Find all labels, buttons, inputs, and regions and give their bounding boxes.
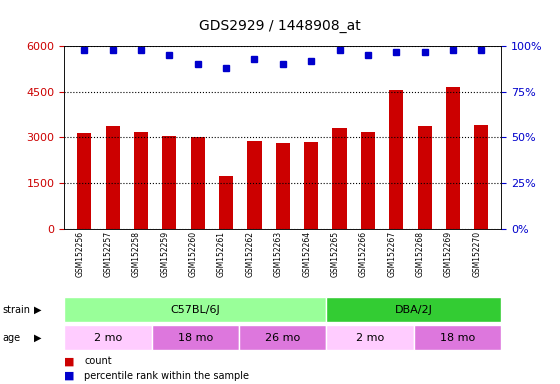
Text: GSM152259: GSM152259 xyxy=(160,231,169,277)
Text: GSM152270: GSM152270 xyxy=(472,231,482,277)
Text: strain: strain xyxy=(3,305,31,315)
Text: GSM152268: GSM152268 xyxy=(416,231,424,277)
Bar xyxy=(219,175,233,229)
Text: GSM152258: GSM152258 xyxy=(132,231,141,277)
Bar xyxy=(190,137,205,229)
Text: DBA/2J: DBA/2J xyxy=(395,305,433,315)
Bar xyxy=(105,126,120,229)
Text: GSM152260: GSM152260 xyxy=(189,231,198,277)
Text: C57BL/6J: C57BL/6J xyxy=(171,305,220,315)
Text: 2 mo: 2 mo xyxy=(94,333,122,343)
Bar xyxy=(162,136,176,229)
Bar xyxy=(446,87,460,229)
Text: GSM152261: GSM152261 xyxy=(217,231,226,277)
Bar xyxy=(304,142,318,229)
Text: ▶: ▶ xyxy=(34,333,42,343)
Text: 18 mo: 18 mo xyxy=(440,333,475,343)
Text: GSM152262: GSM152262 xyxy=(245,231,254,277)
Bar xyxy=(326,298,501,322)
Bar xyxy=(361,132,375,229)
Bar xyxy=(248,141,262,229)
Text: GSM152267: GSM152267 xyxy=(388,231,396,277)
Text: GSM152269: GSM152269 xyxy=(444,231,453,277)
Text: GSM152266: GSM152266 xyxy=(359,231,368,277)
Bar xyxy=(239,325,326,350)
Bar xyxy=(326,325,414,350)
Bar xyxy=(474,125,488,229)
Bar xyxy=(134,132,148,229)
Text: ■: ■ xyxy=(64,356,75,366)
Bar xyxy=(152,325,239,350)
Text: GSM152265: GSM152265 xyxy=(330,231,339,277)
Bar xyxy=(64,298,326,322)
Text: 26 mo: 26 mo xyxy=(265,333,300,343)
Text: GSM152263: GSM152263 xyxy=(274,231,283,277)
Bar xyxy=(389,90,403,229)
Text: ▶: ▶ xyxy=(34,305,42,315)
Bar xyxy=(418,126,432,229)
Text: GSM152257: GSM152257 xyxy=(104,231,113,277)
Text: age: age xyxy=(3,333,21,343)
Bar xyxy=(64,325,152,350)
Bar xyxy=(276,143,290,229)
Text: percentile rank within the sample: percentile rank within the sample xyxy=(84,371,249,381)
Text: count: count xyxy=(84,356,111,366)
Text: GSM152264: GSM152264 xyxy=(302,231,311,277)
Text: 18 mo: 18 mo xyxy=(178,333,213,343)
Bar xyxy=(414,325,501,350)
Text: 2 mo: 2 mo xyxy=(356,333,384,343)
Text: GSM152256: GSM152256 xyxy=(75,231,84,277)
Bar xyxy=(77,133,91,229)
Text: GDS2929 / 1448908_at: GDS2929 / 1448908_at xyxy=(199,19,361,33)
Bar xyxy=(333,128,347,229)
Text: ■: ■ xyxy=(64,371,75,381)
